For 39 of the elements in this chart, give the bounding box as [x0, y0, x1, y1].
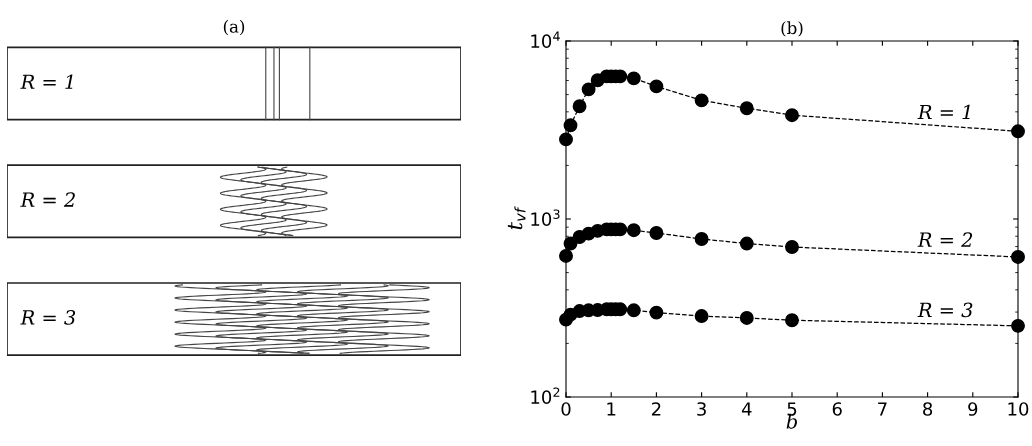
annotation: R = 3: [917, 302, 973, 318]
x-tick-label: 2: [651, 402, 661, 416]
point: [626, 223, 641, 238]
point: [649, 226, 664, 240]
point: [649, 79, 664, 94]
text: R = 1: [20, 74, 73, 89]
y-tick-label: 10$^{4}$: [531, 31, 560, 48]
annotation: R = 2: [917, 232, 973, 247]
y-tick-label: 10$^{3}$: [531, 209, 560, 226]
point: [694, 309, 709, 323]
point: [694, 93, 709, 108]
x-tick-label: 6: [832, 402, 842, 416]
x-tick-label: 4: [741, 402, 752, 416]
x-tick-label: 1: [607, 402, 616, 416]
x-tick-label: 9: [968, 402, 978, 416]
point: [739, 236, 754, 251]
x-tick-label: 8: [923, 402, 933, 416]
point: [785, 313, 799, 328]
point: [694, 232, 709, 246]
point: [785, 108, 799, 123]
point: [626, 303, 641, 318]
point: [649, 305, 664, 320]
text: R = 2: [20, 192, 75, 207]
text: (a): [223, 19, 245, 36]
y-axis-title: t$_{vf}$: [507, 206, 526, 230]
x-tick-label: 10: [1008, 402, 1029, 416]
point: [581, 82, 596, 97]
annotation: R = 1: [917, 104, 970, 120]
point: [785, 240, 799, 254]
point: [626, 71, 641, 86]
y-tick-label: 10$^{2}$: [531, 387, 560, 404]
point: [739, 311, 754, 325]
point: [739, 101, 754, 116]
x-tick-label: 7: [878, 402, 887, 416]
point: [572, 99, 587, 114]
x-tick-label: 3: [697, 402, 706, 416]
x-tick-label: 0: [561, 402, 571, 416]
chart-title: (b): [781, 21, 803, 37]
text: R = 3: [20, 310, 76, 325]
